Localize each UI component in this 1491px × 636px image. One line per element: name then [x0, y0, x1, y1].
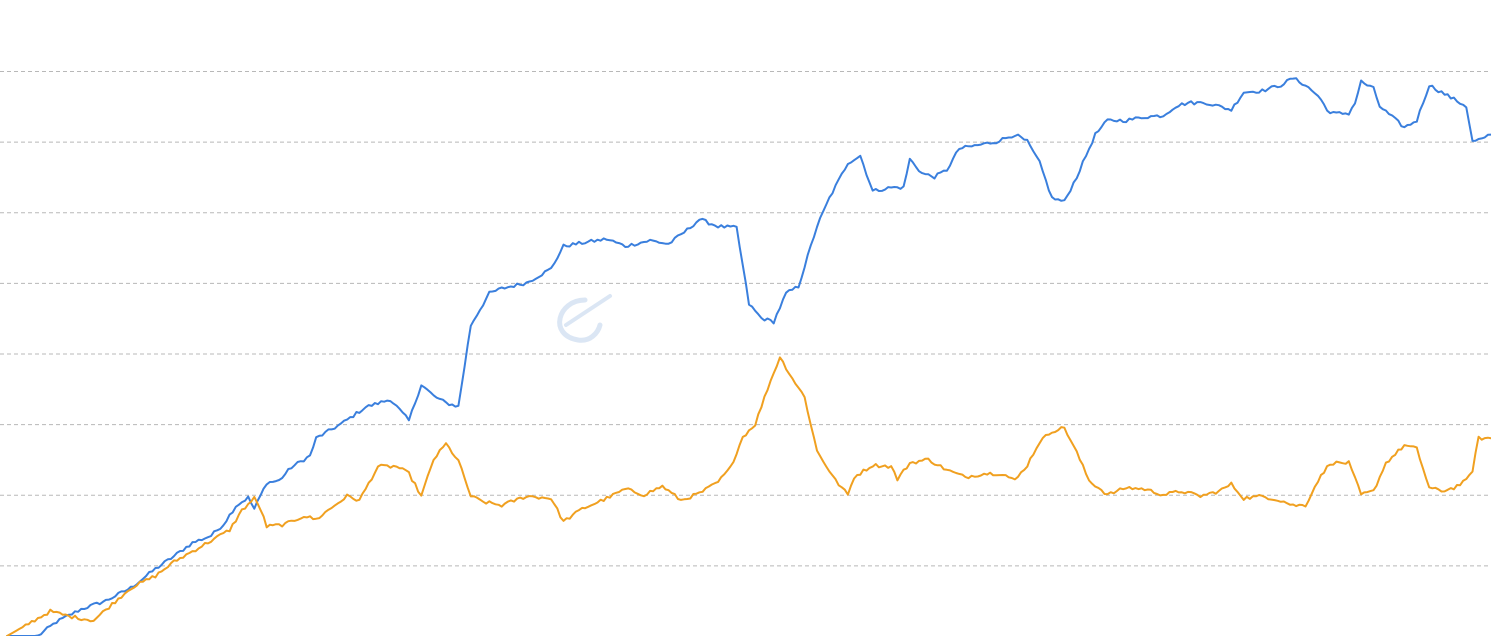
series-line-2: [6, 356, 1491, 636]
series-lines: [6, 77, 1491, 636]
watermark-logo: [557, 294, 612, 343]
gridlines: [0, 71, 1491, 567]
series-line-1: [6, 77, 1491, 636]
